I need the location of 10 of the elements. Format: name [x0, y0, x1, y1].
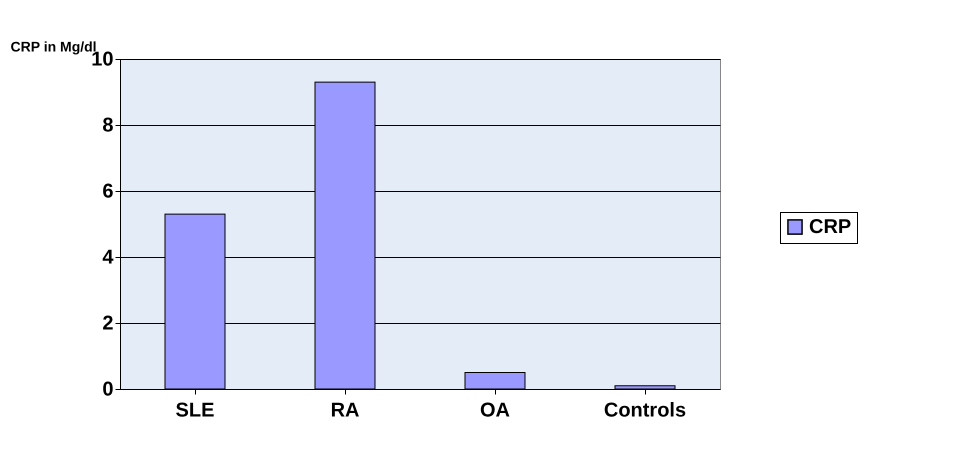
y-tick-label: 0: [102, 378, 114, 400]
y-tick-label: 2: [102, 312, 114, 334]
y-tick-label: 8: [102, 114, 114, 136]
x-tick-label: RA: [330, 400, 360, 422]
x-tick-label: OA: [480, 400, 510, 422]
y-tick-label: 6: [102, 180, 114, 202]
legend-label: CRP: [809, 216, 852, 238]
x-tick-label: SLE: [176, 400, 214, 422]
x-tick-label: Controls: [604, 400, 686, 422]
y-tick-label: 4: [102, 246, 114, 268]
